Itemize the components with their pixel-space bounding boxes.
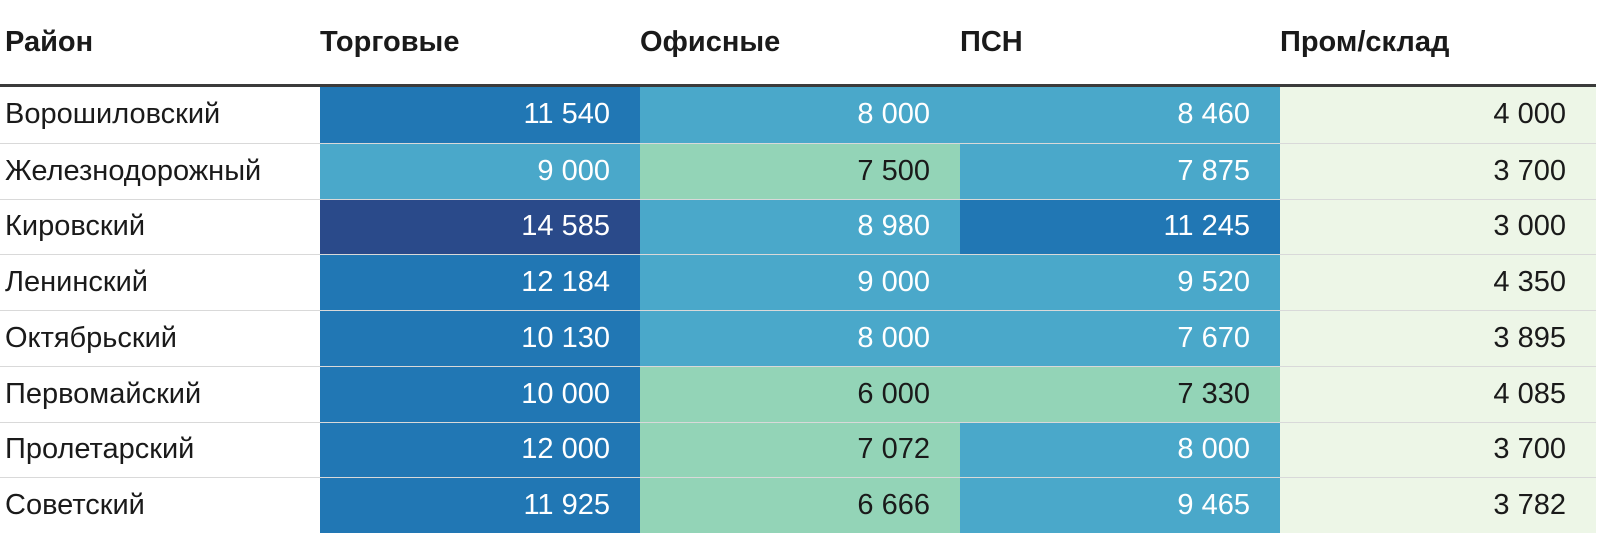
value-cell-ofisnye: 8 000 [640,87,960,143]
district-name-cell: Пролетарский [0,422,320,478]
district-name-cell: Ворошиловский [0,87,320,143]
value-cell-torgovye: 10 000 [320,366,640,422]
table-header-row: Район Торговые Офисные ПСН Пром/склад [0,0,1596,87]
value-cell-ofisnye: 6 000 [640,366,960,422]
district-name-cell: Ленинский [0,255,320,310]
district-name-cell: Кировский [0,199,320,255]
table-row: Советский 11 925 6 666 9 465 3 782 [0,477,1596,533]
value-cell-psn: 7 330 [960,366,1280,422]
value-cell-prom-sklad: 3 700 [1280,422,1596,478]
value-cell-prom-sklad: 4 085 [1280,366,1596,422]
value-cell-prom-sklad: 3 782 [1280,478,1596,533]
table-body: Ворошиловский 11 540 8 000 8 460 4 000 Ж… [0,87,1596,533]
value-cell-psn: 9 520 [960,255,1280,310]
district-name-cell: Первомайский [0,366,320,422]
column-header-prom-sklad: Пром/склад [1280,25,1450,58]
table-row: Октябрьский 10 130 8 000 7 670 3 895 [0,310,1596,366]
table-row: Первомайский 10 000 6 000 7 330 4 085 [0,365,1596,422]
value-cell-psn: 8 460 [960,87,1280,143]
value-cell-ofisnye: 9 000 [640,255,960,310]
value-cell-prom-sklad: 3 895 [1280,311,1596,366]
value-cell-torgovye: 11 540 [320,87,640,143]
value-cell-ofisnye: 8 000 [640,311,960,366]
value-cell-ofisnye: 6 666 [640,478,960,533]
value-cell-prom-sklad: 4 000 [1280,87,1596,143]
district-name-cell: Октябрьский [0,311,320,366]
value-cell-torgovye: 9 000 [320,143,640,199]
value-cell-ofisnye: 7 072 [640,422,960,478]
table-row: Ленинский 12 184 9 000 9 520 4 350 [0,254,1596,310]
column-header-ofisnye: Офисные [640,25,781,58]
value-cell-ofisnye: 8 980 [640,199,960,255]
table-row: Пролетарский 12 000 7 072 8 000 3 700 [0,421,1596,478]
column-header-psn: ПСН [960,25,1023,58]
value-cell-ofisnye: 7 500 [640,143,960,199]
value-cell-psn: 9 465 [960,478,1280,533]
column-header-district: Район [0,25,320,59]
value-cell-torgovye: 12 000 [320,422,640,478]
value-cell-prom-sklad: 4 350 [1280,255,1596,310]
value-cell-psn: 11 245 [960,199,1280,255]
district-price-heatmap-table: Район Торговые Офисные ПСН Пром/склад Во… [0,0,1596,533]
value-cell-torgovye: 11 925 [320,478,640,533]
column-header-torgovye: Торговые [320,25,460,58]
value-cell-psn: 7 875 [960,143,1280,199]
value-cell-torgovye: 12 184 [320,255,640,310]
value-cell-torgovye: 10 130 [320,311,640,366]
value-cell-psn: 7 670 [960,311,1280,366]
table-row: Кировский 14 585 8 980 11 245 3 000 [0,198,1596,255]
district-name-cell: Железнодорожный [0,143,320,199]
value-cell-torgovye: 14 585 [320,199,640,255]
district-name-cell: Советский [0,478,320,533]
value-cell-prom-sklad: 3 700 [1280,143,1596,199]
table-row: Ворошиловский 11 540 8 000 8 460 4 000 [0,87,1596,143]
value-cell-psn: 8 000 [960,422,1280,478]
value-cell-prom-sklad: 3 000 [1280,199,1596,255]
table-row: Железнодорожный 9 000 7 500 7 875 3 700 [0,142,1596,199]
